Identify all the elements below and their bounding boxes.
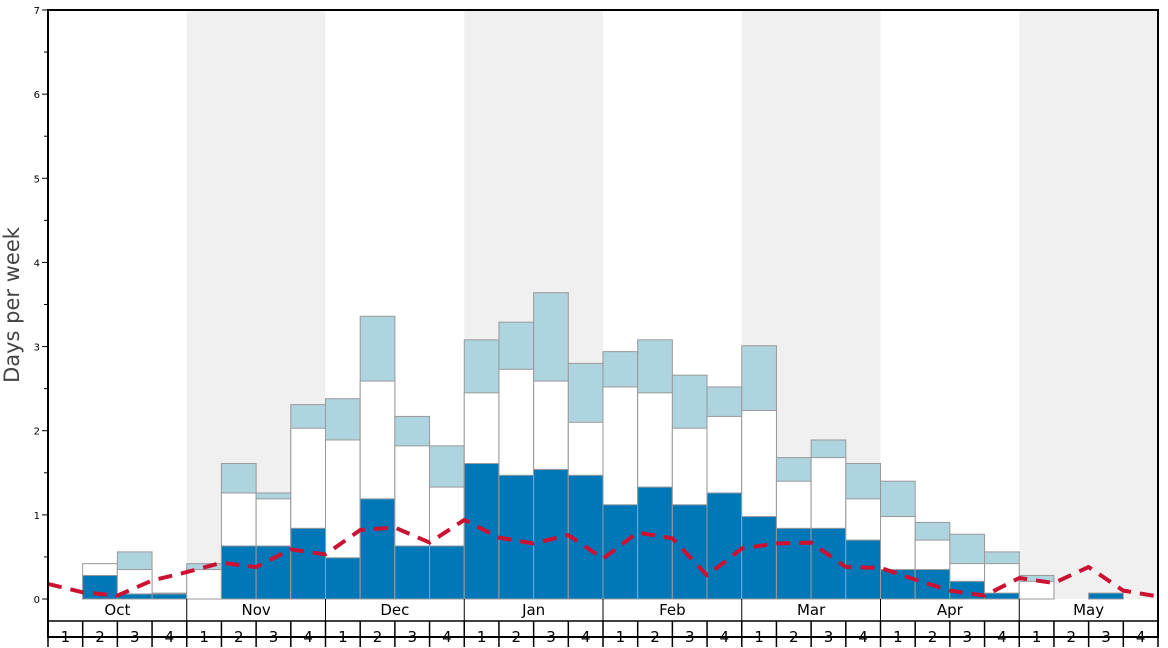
y-tick-label: 6 (34, 90, 40, 101)
dashed-line-series (47, 517, 1159, 599)
week-label: 4 (442, 628, 452, 646)
month-shade-may (1019, 10, 1158, 599)
y-tick-label: 1 (34, 511, 40, 522)
week-label: 1 (477, 628, 487, 646)
week-label: 1 (893, 628, 903, 646)
month-label-may: May (1073, 601, 1104, 619)
bar-dark-15 (533, 468, 569, 600)
week-label: 2 (1067, 628, 1077, 646)
week-label: 4 (303, 628, 313, 646)
bar-dark-25 (880, 569, 916, 600)
week-label: 2 (650, 628, 660, 646)
week-label: 4 (858, 628, 868, 646)
y-tick-label: 4 (34, 258, 40, 269)
bar-dark-11 (394, 545, 431, 600)
week-label: 3 (407, 628, 417, 646)
bar-dark-20 (706, 492, 743, 600)
bar-dark-13 (463, 463, 500, 600)
month-label-feb: Feb (659, 601, 686, 619)
week-label: 2 (789, 628, 799, 646)
week-label: 2 (373, 628, 383, 646)
bar-dark-22 (775, 527, 812, 600)
month-label-jan: Jan (521, 601, 545, 619)
bar-dark-8 (290, 527, 326, 600)
y-tick-label: 0 (34, 595, 40, 606)
bar-dark-4 (151, 593, 188, 600)
month-label-nov: Nov (241, 601, 270, 619)
week-label: 2 (512, 628, 522, 646)
week-label: 1 (338, 628, 348, 646)
month-label-mar: Mar (797, 601, 826, 619)
x-axis: Oct Nov Dec Jan Feb Mar Apr May 1 2 3 4 1 2 3 4 1 2 3 4 1 2 3 4… (47, 599, 1159, 647)
week-label: 3 (546, 628, 556, 646)
week-label: 1 (199, 628, 209, 646)
week-label: 3 (269, 628, 279, 646)
y-tick-label: 2 (34, 427, 40, 438)
bar-dark-9 (325, 557, 361, 600)
week-label: 3 (685, 628, 695, 646)
week-label: 3 (1101, 628, 1111, 646)
week-label: 4 (165, 628, 175, 646)
week-label: 4 (720, 628, 730, 646)
bar-dark-10 (359, 498, 396, 600)
week-label: 3 (824, 628, 834, 646)
y-axis: 0 1 2 3 4 5 6 7 (34, 6, 48, 606)
week-label: 2 (234, 628, 244, 646)
week-label: 1 (61, 628, 71, 646)
y-tick-label: 5 (34, 174, 40, 185)
y-tick-label: 3 (34, 343, 40, 354)
bar-dark-12 (429, 545, 465, 600)
week-label: 1 (754, 628, 764, 646)
month-label-oct: Oct (104, 601, 130, 619)
bar-dark-31 (1088, 592, 1124, 600)
bar-dark-18 (637, 486, 673, 600)
week-label: 4 (581, 628, 591, 646)
bar-dark-19 (671, 504, 708, 600)
week-label: 4 (997, 628, 1007, 646)
bars-layer (82, 292, 1124, 600)
month-label-apr: Apr (937, 601, 964, 619)
bar-dark-6 (220, 545, 257, 600)
week-label: 3 (130, 628, 140, 646)
bar-dark-28 (984, 592, 1020, 600)
week-label: 1 (616, 628, 626, 646)
month-label-dec: Dec (380, 601, 409, 619)
y-tick-label: 7 (34, 6, 40, 17)
bar-dark-24 (845, 539, 881, 600)
week-label: 3 (962, 628, 972, 646)
bar-dark-21 (741, 516, 777, 600)
week-label: 2 (928, 628, 938, 646)
week-label: 4 (1136, 628, 1146, 646)
y-axis-label: Days per week (0, 226, 24, 383)
week-label: 1 (1032, 628, 1042, 646)
week-label: 2 (95, 628, 105, 646)
bar-dark-17 (602, 504, 639, 600)
bar-mid-5 (186, 569, 222, 600)
bar-dark-7 (255, 545, 292, 600)
